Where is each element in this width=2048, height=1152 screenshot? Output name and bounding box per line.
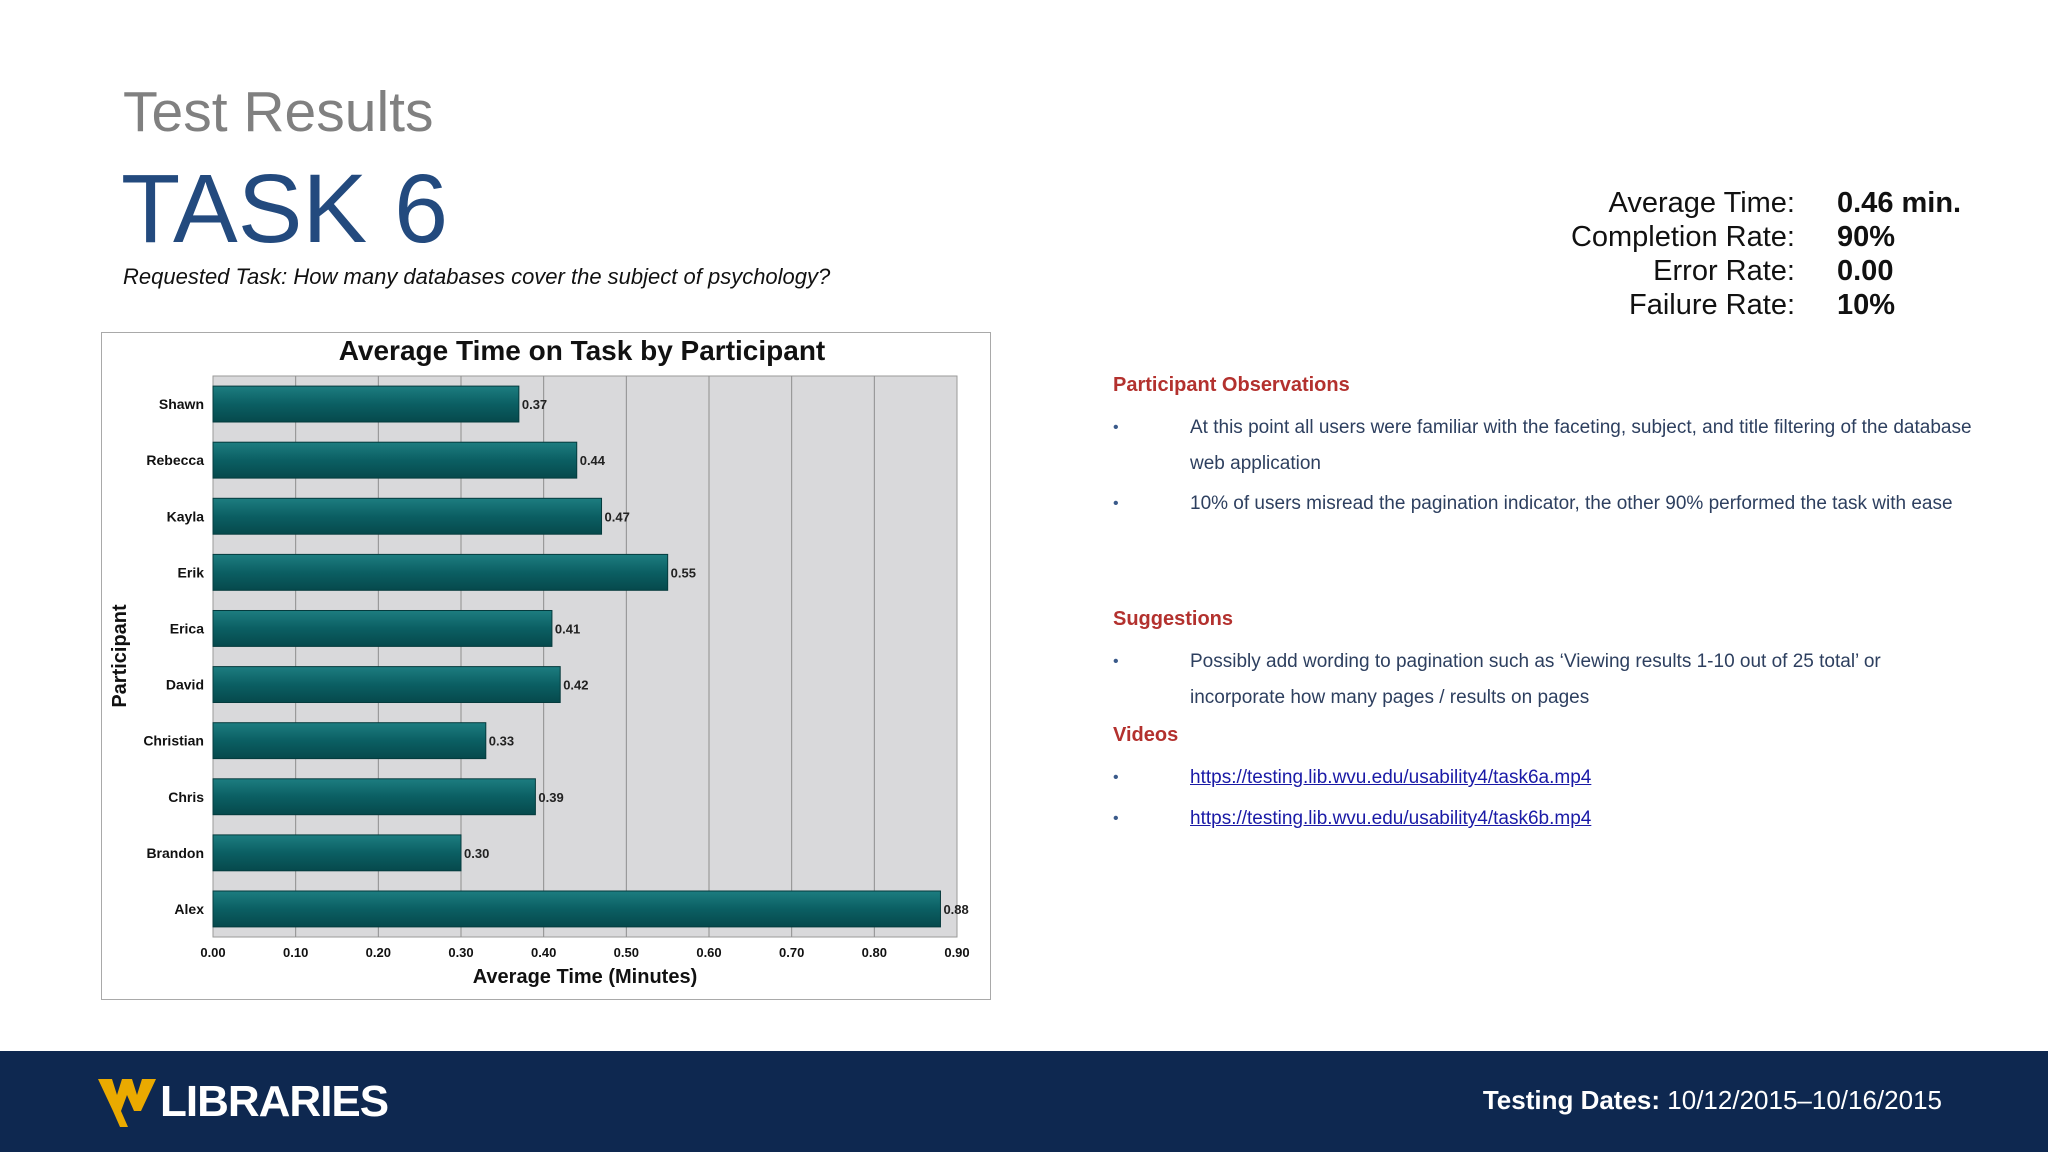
bar — [212, 385, 520, 423]
y-tick-label: Christian — [143, 733, 204, 749]
videos-heading: Videos — [1113, 724, 1179, 746]
y-tick-label: Erica — [170, 620, 204, 636]
bar — [212, 890, 941, 928]
video-link-task6a[interactable]: https://testing.lib.wvu.edu/usability4/t… — [1190, 767, 1592, 788]
x-tick-label: 0.40 — [531, 945, 556, 960]
suggestion-item: • Possibly add wording to pagination suc… — [1113, 644, 1973, 716]
data-label: 0.42 — [563, 678, 588, 693]
chart-title: Average Time on Task by Participant — [339, 335, 826, 366]
y-tick-label: Chris — [168, 789, 204, 805]
y-tick-label: David — [166, 677, 204, 693]
data-label: 0.33 — [489, 734, 514, 749]
data-label: 0.41 — [555, 621, 580, 636]
flying-wv-icon — [98, 1079, 156, 1127]
observations-heading: Participant Observations — [1113, 374, 1350, 396]
stats-panel: Average Time: 0.46 min. Completion Rate:… — [1500, 186, 2020, 322]
observation-text: 10% of users misread the pagination indi… — [1190, 493, 1953, 514]
stat-label: Error Rate: — [1653, 254, 1795, 287]
stat-completion-rate: Completion Rate: 90% — [1500, 220, 2020, 254]
y-tick-label: Brandon — [146, 845, 204, 861]
observation-item: • 10% of users misread the pagination in… — [1113, 486, 1973, 522]
footer-bar: LIBRARIES Testing Dates: 10/12/2015–10/1… — [0, 1051, 2048, 1152]
y-tick-label: Shawn — [159, 396, 204, 412]
suggestion-text: Possibly add wording to pagination such … — [1190, 651, 1881, 708]
bar — [212, 778, 536, 816]
observation-item: • At this point all users were familiar … — [1113, 410, 1973, 482]
section-label: Test Results — [123, 80, 434, 144]
wvu-libraries-logo: LIBRARIES — [98, 1075, 389, 1129]
x-tick-label: 0.00 — [200, 945, 225, 960]
stat-label: Failure Rate: — [1628, 288, 1795, 321]
data-label: 0.37 — [522, 397, 547, 412]
y-tick-label: Rebecca — [146, 452, 204, 468]
x-tick-label: 0.20 — [366, 945, 391, 960]
bar — [212, 666, 561, 704]
bar — [212, 722, 487, 760]
x-tick-label: 0.90 — [944, 945, 969, 960]
y-axis-label: Participant — [109, 604, 131, 708]
video-item: • https://testing.lib.wvu.edu/usability4… — [1113, 801, 1973, 837]
data-label: 0.47 — [605, 509, 630, 524]
video-item: • https://testing.lib.wvu.edu/usability4… — [1113, 760, 1973, 796]
bullet-dot: • — [1113, 653, 1119, 670]
stat-value: 0.00 — [1837, 254, 1894, 287]
x-tick-label: 0.30 — [448, 945, 473, 960]
task-title: TASK 6 — [121, 154, 449, 263]
stat-error-rate: Error Rate: 0.00 — [1500, 254, 2020, 288]
bar — [212, 609, 553, 647]
data-label: 0.55 — [671, 565, 696, 580]
data-label: 0.39 — [538, 790, 563, 805]
data-label: 0.30 — [464, 846, 489, 861]
x-tick-label: 0.70 — [779, 945, 804, 960]
task-question: Requested Task: How many databases cover… — [123, 264, 831, 289]
x-axis-label: Average Time (Minutes) — [473, 966, 698, 988]
bullet-dot: • — [1113, 495, 1119, 512]
y-tick-label: Kayla — [167, 508, 205, 524]
testing-dates-label: Testing Dates: — [1482, 1085, 1661, 1115]
stat-value: 10% — [1837, 288, 1896, 321]
testing-dates: Testing Dates: 10/12/2015–10/16/2015 — [1483, 1085, 1942, 1116]
observation-text: At this point all users were familiar wi… — [1190, 417, 1972, 474]
bar — [212, 441, 578, 479]
stat-failure-rate: Failure Rate: 10% — [1500, 288, 2020, 322]
x-tick-label: 0.50 — [614, 945, 639, 960]
bullet-dot: • — [1113, 769, 1119, 786]
stat-value: 90% — [1837, 220, 1896, 253]
y-tick-label: Erik — [178, 564, 205, 580]
bar-chart: 0.00 0.10 0.20 0.30 0.40 0.50 0.60 0.70 0.80 0.90… — [101, 332, 991, 1000]
stat-average-time: Average Time: 0.46 min. — [1500, 186, 2020, 220]
testing-dates-value: 10/12/2015–10/16/2015 — [1667, 1085, 1942, 1115]
logo-text: LIBRARIES — [160, 1077, 389, 1126]
bullet-dot: • — [1113, 810, 1119, 827]
y-tick-label: Alex — [174, 901, 204, 917]
stat-value: 0.46 min. — [1837, 186, 1962, 219]
suggestions-heading: Suggestions — [1113, 608, 1234, 630]
bar — [212, 553, 669, 591]
stat-label: Completion Rate: — [1570, 220, 1795, 253]
data-label: 0.44 — [580, 453, 606, 468]
bar — [212, 834, 462, 872]
x-tick-label: 0.80 — [862, 945, 887, 960]
chart-canvas: 0.00 0.10 0.20 0.30 0.40 0.50 0.60 0.70 0.80 0.90… — [109, 335, 970, 988]
bar — [212, 497, 603, 535]
data-label: 0.88 — [943, 902, 968, 917]
bullet-dot: • — [1113, 419, 1119, 436]
x-tick-label: 0.60 — [696, 945, 721, 960]
stat-label: Average Time: — [1608, 186, 1795, 219]
x-tick-label: 0.10 — [283, 945, 308, 960]
video-link-task6b[interactable]: https://testing.lib.wvu.edu/usability4/t… — [1190, 808, 1592, 829]
